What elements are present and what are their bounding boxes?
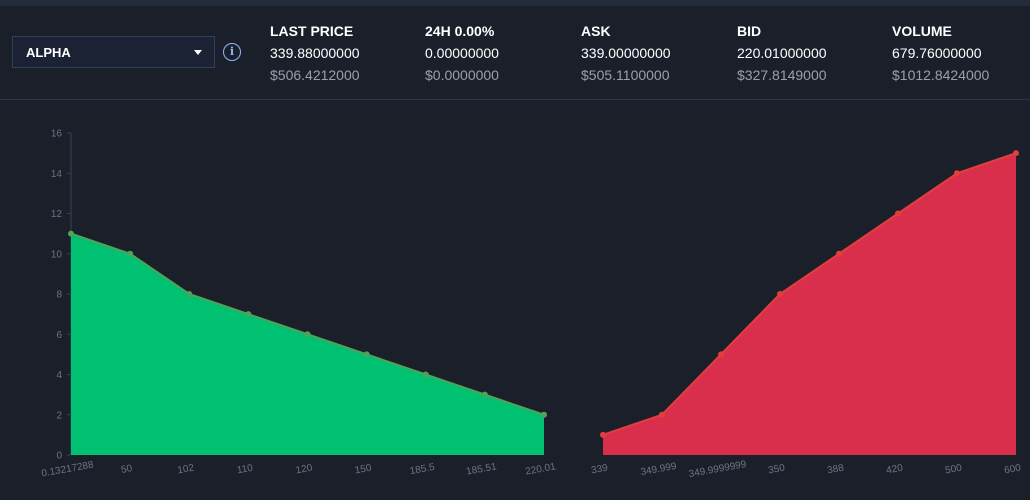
x-tick-label: 120 [295, 463, 314, 477]
x-tick-label: 349.9999999 [688, 459, 748, 480]
x-tick-label: 110 [236, 463, 254, 477]
x-tick-label: 388 [826, 463, 845, 477]
y-tick-label: 2 [56, 410, 62, 421]
stat-value: 339.00000000 [581, 45, 671, 61]
depth-chart: 0 2 4 6 8 10 12 14 16 0.13217288 50 102 110 120 150 185… [41, 129, 1023, 481]
market-selector-value: ALPHA [26, 45, 71, 60]
x-tick-label: 185.5 [409, 462, 436, 477]
ask-point [836, 250, 842, 257]
x-tick-label: 185.51 [465, 461, 497, 477]
x-tick-label: 600 [1003, 463, 1022, 477]
y-tick-label: 10 [51, 249, 63, 260]
x-tick-label: 102 [177, 463, 196, 477]
top-bar [0, 0, 1030, 6]
stat-label: ASK [581, 23, 611, 39]
x-tick-label: 350 [767, 463, 786, 477]
market-header: ALPHA i LAST PRICE 339.88000000 $506.421… [0, 6, 1030, 100]
bid-point [481, 391, 488, 398]
stat-label: VOLUME [892, 23, 952, 39]
ask-point [718, 351, 724, 358]
ask-point [954, 170, 960, 177]
x-tick-label: 0.13217288 [41, 459, 95, 479]
stat-usd-value: $0.0000000 [425, 67, 499, 83]
ask-point [600, 431, 606, 438]
x-tick-label: 500 [944, 463, 963, 477]
bid-point [304, 331, 311, 338]
chevron-down-icon [194, 50, 202, 55]
market-selector[interactable]: ALPHA [12, 36, 215, 68]
ask-point [895, 210, 901, 217]
stat-volume: VOLUME 679.76000000 $1012.8424000 [892, 23, 989, 83]
y-tick-label: 4 [56, 370, 62, 381]
stat-24h-change: 24H 0.00% 0.00000000 $0.0000000 [425, 23, 499, 83]
x-tick-label: 339 [590, 463, 609, 477]
stat-last-price: LAST PRICE 339.88000000 $506.4212000 [270, 23, 360, 83]
bid-point [127, 250, 134, 257]
ask-point [1013, 150, 1019, 157]
stat-usd-value: $506.4212000 [270, 67, 360, 83]
x-tick-label: 420 [885, 463, 904, 477]
y-tick-label: 6 [56, 330, 62, 341]
stat-bid: BID 220.01000000 $327.8149000 [737, 23, 827, 83]
stat-usd-value: $1012.8424000 [892, 67, 990, 83]
stat-label: 24H 0.00% [425, 23, 495, 39]
bid-point [363, 351, 370, 358]
ask-depth-area [603, 153, 1016, 455]
x-tick-label: 349.999 [640, 461, 678, 478]
stat-label: LAST PRICE [270, 23, 354, 39]
y-tick-label: 0 [56, 451, 62, 462]
x-tick-label: 150 [354, 463, 373, 477]
x-tick-label: 50 [120, 463, 133, 476]
y-tick-label: 12 [51, 209, 63, 220]
stat-ask: ASK 339.00000000 $505.1100000 [581, 23, 671, 83]
bid-point [68, 230, 74, 237]
stat-usd-value: $505.1100000 [581, 67, 670, 83]
bid-point [186, 291, 193, 297]
bid-depth-area [71, 233, 544, 455]
bid-point [541, 411, 547, 418]
y-tick-label: 14 [51, 169, 63, 180]
ask-depth-line [602, 152, 1017, 436]
bid-point [422, 371, 429, 378]
y-tick-label: 8 [56, 290, 62, 301]
ask-point [777, 291, 783, 297]
stat-value: 339.88000000 [270, 45, 360, 61]
stat-usd-value: $327.8149000 [737, 67, 827, 83]
stat-value: 0.00000000 [425, 45, 499, 61]
stat-value: 220.01000000 [737, 45, 827, 61]
stat-label: BID [737, 23, 762, 39]
info-icon[interactable]: i [223, 43, 241, 61]
bid-point [245, 311, 252, 318]
stat-value: 679.76000000 [892, 45, 982, 61]
x-tick-label: 220.01 [525, 461, 557, 477]
y-tick-label: 16 [51, 129, 63, 140]
ask-point [659, 411, 665, 418]
